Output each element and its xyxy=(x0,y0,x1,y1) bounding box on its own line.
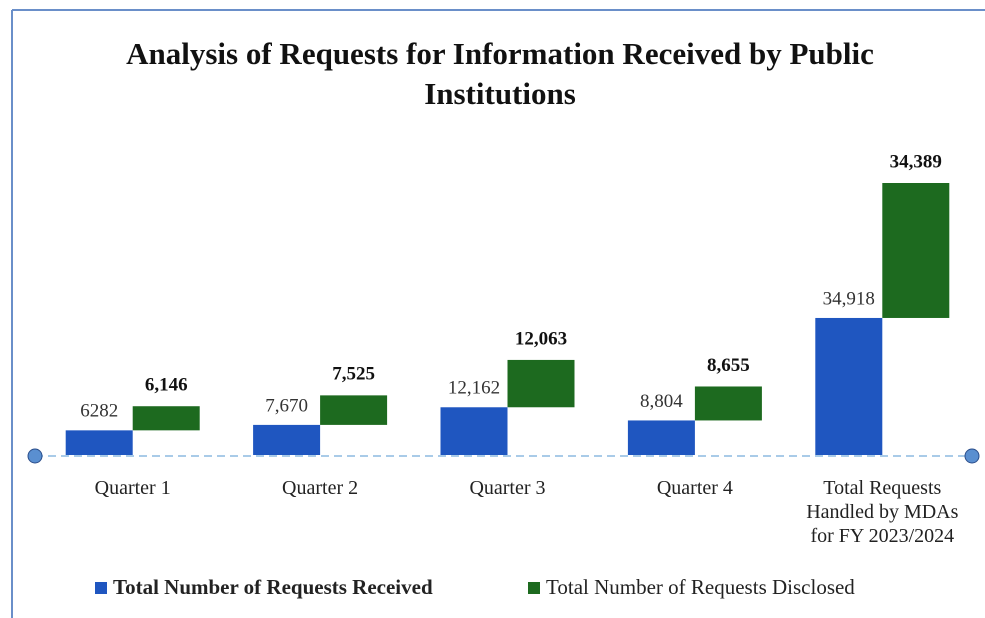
data-label: 34,918 xyxy=(823,288,875,309)
axis-handle xyxy=(964,448,980,464)
x-tick-label: Quarter 3 xyxy=(469,477,546,499)
x-tick-label: Total Requests Handled by MDAs for FY 20… xyxy=(806,477,959,547)
bar xyxy=(253,424,321,455)
bar xyxy=(507,359,575,408)
legend-swatch xyxy=(528,582,540,594)
axis-handle xyxy=(27,448,43,464)
data-label: 34,389 xyxy=(890,151,942,172)
x-tick-label: Quarter 4 xyxy=(656,477,733,499)
data-label: 7,525 xyxy=(332,364,375,385)
x-tick-label: Quarter 1 xyxy=(94,477,171,499)
data-label: 12,162 xyxy=(448,378,500,399)
data-label: 8,804 xyxy=(640,391,683,412)
data-label: 6282 xyxy=(80,401,118,422)
bar xyxy=(694,386,762,421)
data-label: 7,670 xyxy=(265,395,308,416)
bar xyxy=(132,406,200,431)
bar xyxy=(65,430,133,455)
bar xyxy=(627,420,695,455)
bar xyxy=(882,183,950,318)
bar xyxy=(320,395,388,425)
legend-label: Total Number of Requests Received xyxy=(113,575,433,599)
legend-swatch xyxy=(95,582,107,594)
legend-label: Total Number of Requests Disclosed xyxy=(546,575,855,599)
bar xyxy=(815,317,883,455)
chart-title: Analysis of Requests for Information Rec… xyxy=(126,36,874,111)
data-label: 8,655 xyxy=(707,355,750,376)
x-tick-label: Quarter 2 xyxy=(282,477,359,499)
data-label: 12,063 xyxy=(515,328,567,349)
bar xyxy=(440,407,508,455)
data-label: 6,146 xyxy=(145,375,188,396)
